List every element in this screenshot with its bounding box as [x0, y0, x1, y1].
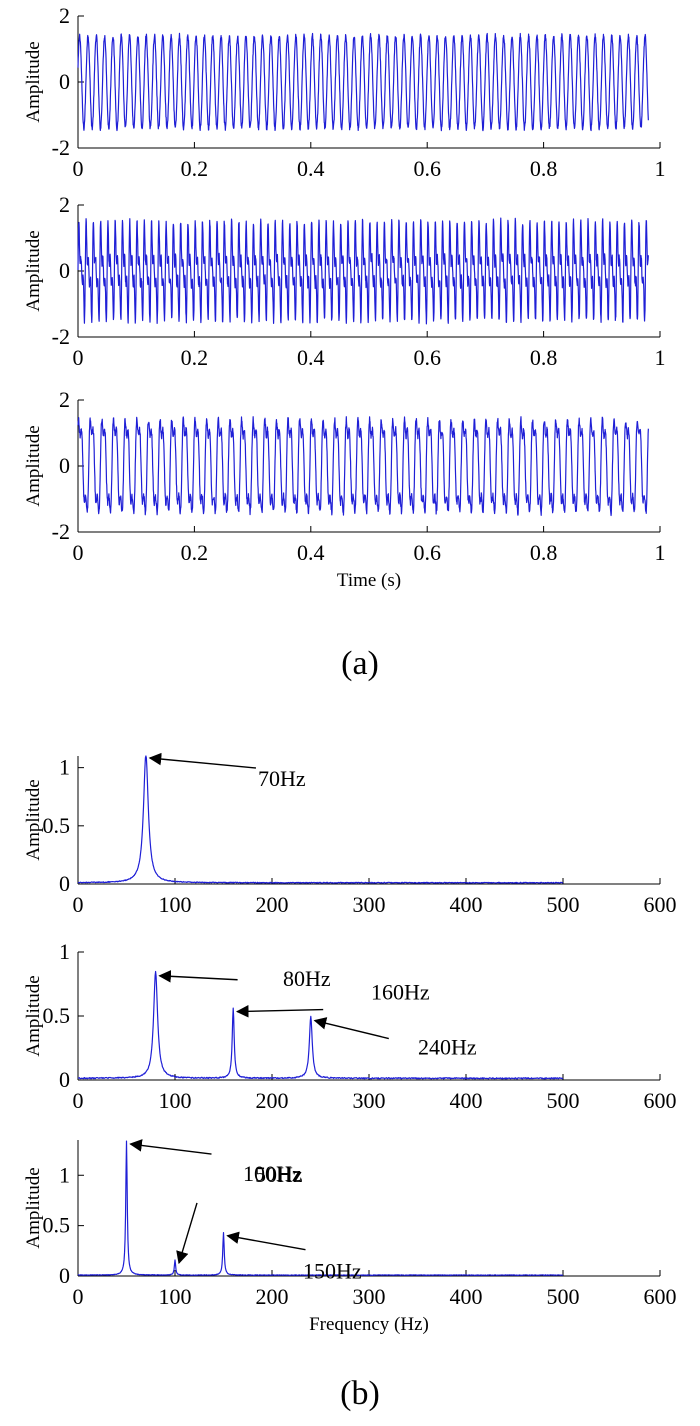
y-tick-label: 0: [59, 1067, 70, 1092]
x-tick-label: 0: [73, 1088, 84, 1113]
y-tick-label: 2: [59, 192, 70, 217]
series-line: [77, 970, 564, 1080]
annotation-label: 160Hz: [371, 980, 430, 1005]
series-line: [77, 32, 649, 132]
annotation-label: 70Hz: [258, 766, 306, 791]
x-tick-label: 600: [644, 1284, 677, 1309]
x-tick-label: 0.2: [181, 345, 209, 370]
x-tick-label: 0.8: [530, 540, 558, 565]
x-tick-label: 500: [547, 892, 580, 917]
annotation-arrow: [235, 1005, 324, 1018]
x-axis-label: Frequency (Hz): [309, 1314, 429, 1335]
y-tick-label: 1: [59, 1162, 70, 1187]
chart-5: 0 100 200 300 400 500 600 0 0.5 1 Amplitude 80Hz 160…: [23, 939, 677, 1113]
x-tick-label: 300: [353, 892, 386, 917]
x-tick-label: 0.8: [530, 156, 558, 181]
x-tick-label: 600: [644, 1088, 677, 1113]
x-tick-label: 0.4: [297, 345, 325, 370]
series-line: [77, 755, 564, 884]
x-tick-label: 1: [655, 540, 666, 565]
annotation-arrow: [176, 1202, 198, 1265]
x-tick-label: 500: [547, 1284, 580, 1309]
x-tick-label: 0.4: [297, 540, 325, 565]
series-line: [77, 217, 649, 325]
y-tick-label: 0: [59, 1263, 70, 1288]
y-tick-label: 0.5: [43, 1003, 71, 1028]
x-tick-label: 200: [256, 892, 289, 917]
y-axis-label: Amplitude: [23, 1167, 44, 1248]
annotation-arrow: [158, 970, 238, 983]
x-tick-label: 300: [353, 1088, 386, 1113]
series-line: [77, 416, 649, 517]
x-axis-label: Time (s): [337, 570, 401, 591]
y-tick-label: 2: [59, 3, 70, 28]
x-tick-label: 400: [450, 1088, 483, 1113]
x-tick-label: 100: [159, 892, 192, 917]
panel-label-a: (a): [341, 645, 379, 682]
x-tick-label: 100: [159, 1088, 192, 1113]
x-tick-label: 0.6: [413, 156, 441, 181]
x-tick-label: 0.6: [413, 540, 441, 565]
x-tick-label: 300: [353, 1284, 386, 1309]
y-tick-label: 0: [59, 453, 70, 478]
y-axis-label: Amplitude: [23, 230, 44, 311]
x-tick-label: 200: [256, 1284, 289, 1309]
x-tick-label: 400: [450, 892, 483, 917]
y-tick-label: -2: [52, 519, 70, 544]
annotation-label: 80Hz: [283, 966, 331, 991]
x-tick-label: 400: [450, 1284, 483, 1309]
y-tick-label: 0: [59, 871, 70, 896]
y-axis-label: Amplitude: [23, 975, 44, 1056]
annotation-arrow: [226, 1231, 306, 1251]
y-tick-label: 2: [59, 387, 70, 412]
y-tick-label: 0: [59, 69, 70, 94]
x-tick-label: 1: [655, 345, 666, 370]
annotation-label: 240Hz: [418, 1035, 477, 1060]
x-tick-label: 0: [73, 540, 84, 565]
annotation-arrow: [313, 1017, 389, 1040]
x-tick-label: 200: [256, 1088, 289, 1113]
x-tick-label: 0.2: [181, 156, 209, 181]
panel-label-b: (b): [340, 1375, 380, 1412]
x-tick-label: 0.4: [297, 156, 325, 181]
y-tick-label: -2: [52, 135, 70, 160]
annotation-arrow: [129, 1139, 212, 1155]
annotation-label: 150Hz: [303, 1259, 362, 1284]
y-tick-label: 0.5: [43, 813, 71, 838]
x-tick-label: 500: [547, 1088, 580, 1113]
annotation-label: 50Hz: [255, 1162, 303, 1187]
x-tick-label: 600: [644, 892, 677, 917]
y-tick-label: 1: [59, 939, 70, 964]
y-axis-label: Amplitude: [23, 41, 44, 122]
y-tick-label: 0: [59, 258, 70, 283]
y-tick-label: 1: [59, 755, 70, 780]
y-axis-label: Amplitude: [23, 425, 44, 506]
x-tick-label: 1: [655, 156, 666, 181]
annotation-label: 100Hz: [243, 1161, 302, 1186]
x-tick-label: 0.6: [413, 345, 441, 370]
chart-6: 0 100 200 300 400 500 600 0 0.5 1 Amplitude Frequen…: [23, 1139, 677, 1335]
x-tick-label: 0: [73, 345, 84, 370]
series-line: [77, 1140, 564, 1276]
y-axis-label: Amplitude: [23, 779, 44, 860]
x-tick-label: 0: [73, 156, 84, 181]
chart-4: 0 100 200 300 400 500 600 0 0.5 1 Amplitude 70Hz: [23, 752, 677, 917]
x-tick-label: 100: [159, 1284, 192, 1309]
x-tick-label: 0: [73, 1284, 84, 1309]
x-tick-label: 0: [73, 892, 84, 917]
x-tick-label: 0.8: [530, 345, 558, 370]
x-tick-label: 0.2: [181, 540, 209, 565]
y-tick-label: -2: [52, 324, 70, 349]
y-tick-label: 0.5: [43, 1213, 71, 1238]
annotation-arrow: [148, 752, 256, 769]
